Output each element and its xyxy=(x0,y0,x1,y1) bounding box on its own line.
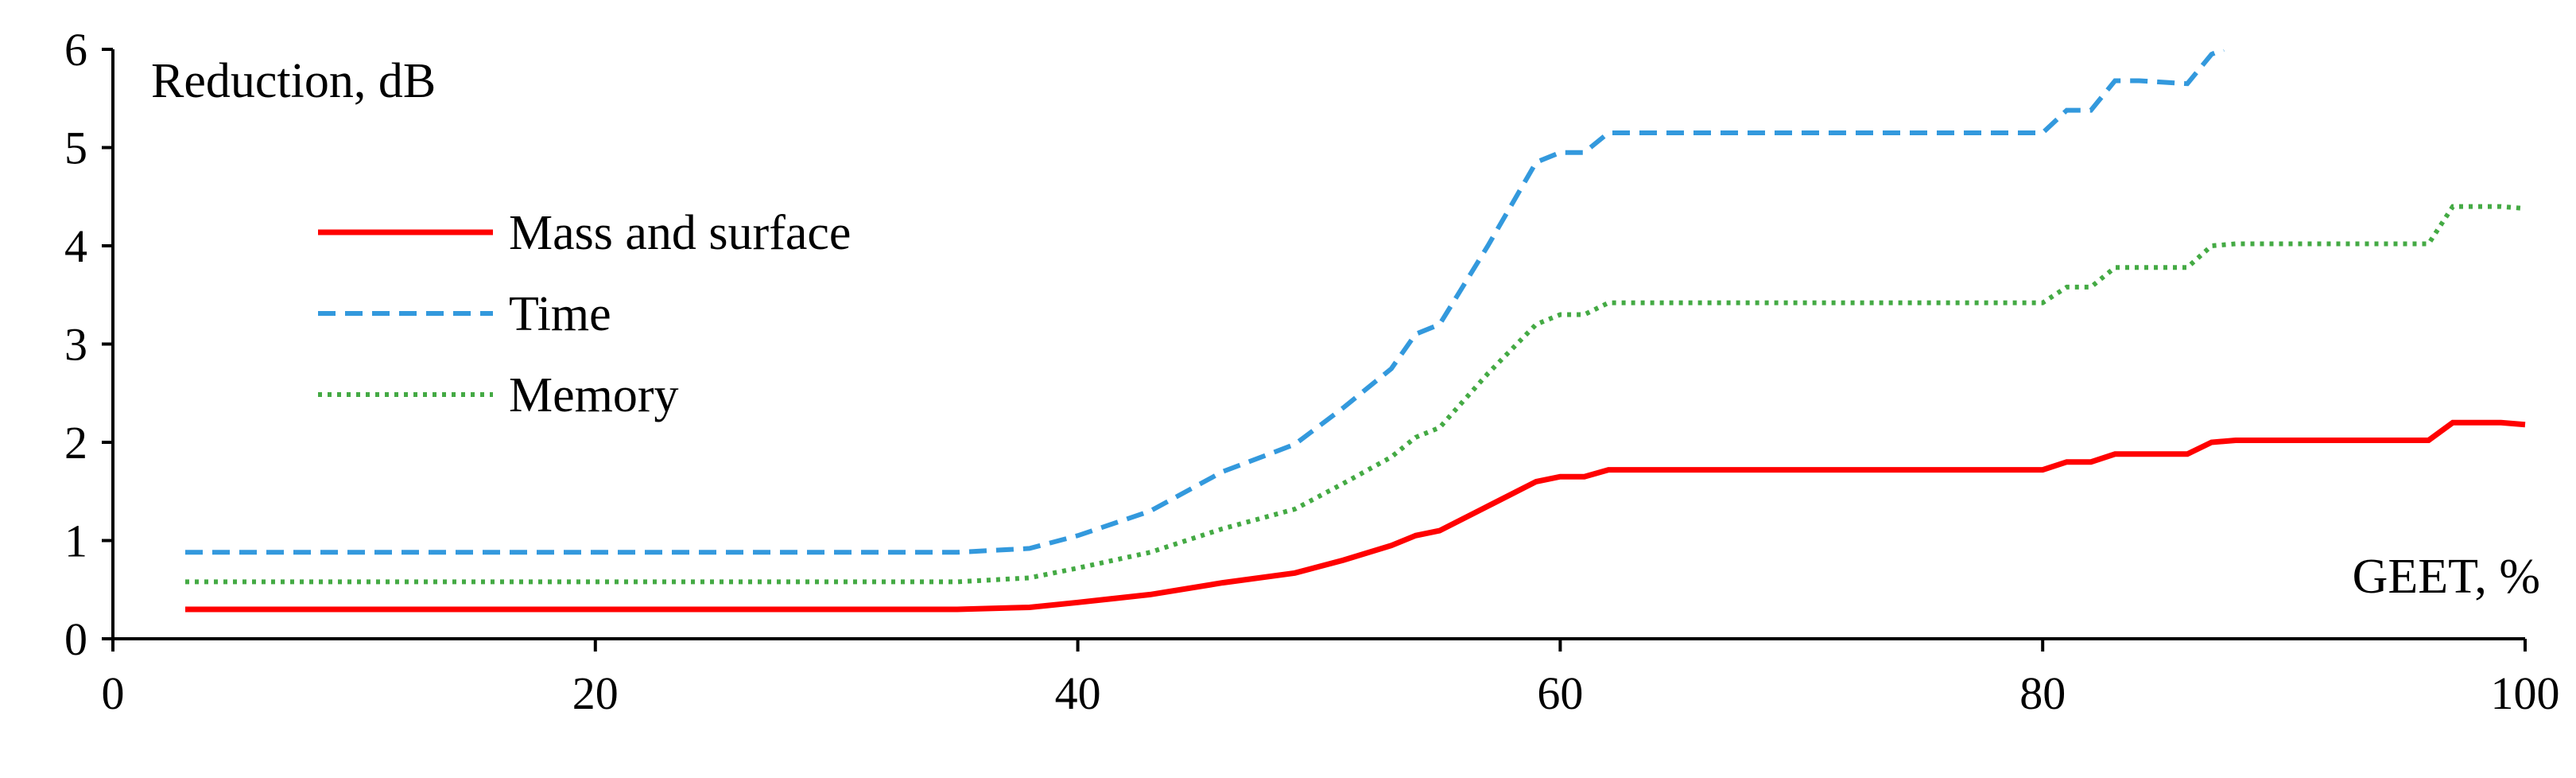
x-tick-label: 20 xyxy=(572,667,619,719)
y-tick-label: 5 xyxy=(64,123,87,174)
y-tick-label: 2 xyxy=(64,417,87,469)
legend: Mass and surface Time Memory xyxy=(318,206,851,422)
y-axis-label: Reduction, dB xyxy=(151,54,436,108)
x-axis-label: GEET, % xyxy=(2353,550,2540,604)
x-tick-label: 40 xyxy=(1055,667,1101,719)
legend-label-1: Time xyxy=(509,287,611,341)
axes-layer xyxy=(111,49,2525,640)
y-tick-label: 4 xyxy=(64,220,87,272)
series-line-0 xyxy=(185,419,2526,613)
y-tick-label: 3 xyxy=(64,319,87,371)
x-tick-label: 80 xyxy=(2019,667,2066,719)
series-line-1 xyxy=(185,49,2225,555)
series-line-2 xyxy=(185,204,2526,585)
y-tick-label: 1 xyxy=(64,515,87,567)
y-tick-label: 6 xyxy=(64,24,87,76)
legend-label-0: Mass and surface xyxy=(509,206,851,260)
y-tick-label: 0 xyxy=(64,613,87,665)
x-tick-label: 60 xyxy=(1537,667,1583,719)
x-tick-label: 100 xyxy=(2491,667,2560,719)
legend-label-2: Memory xyxy=(509,368,679,422)
series-layer xyxy=(185,49,2526,613)
x-tick-label: 0 xyxy=(102,667,125,719)
